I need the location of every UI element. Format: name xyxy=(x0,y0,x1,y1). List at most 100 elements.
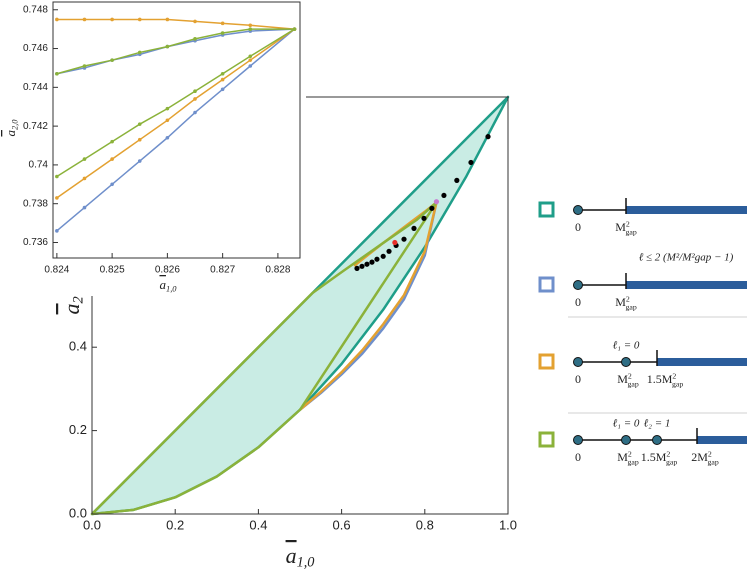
point xyxy=(220,87,225,92)
point-label: 1.5M2 gap xyxy=(641,449,678,466)
point xyxy=(137,122,142,126)
label-prefix: 1.5 xyxy=(647,372,662,386)
legend-swatch xyxy=(538,201,555,218)
x-tick-label: 0.825 xyxy=(100,265,125,276)
label-sub: gap xyxy=(666,457,677,466)
label-base: M xyxy=(697,450,708,464)
label-sup: 2 xyxy=(628,449,632,458)
point xyxy=(82,157,87,161)
point xyxy=(292,27,297,31)
label-base: M xyxy=(662,372,673,386)
point xyxy=(401,236,407,242)
y-tick-label: 0.74 xyxy=(29,160,49,171)
point xyxy=(220,77,225,82)
point xyxy=(421,215,427,221)
point xyxy=(220,21,225,26)
label-base: a xyxy=(286,543,297,568)
x-tick-label: 0.827 xyxy=(210,265,235,276)
spin-label: ℓ₁ = 0 xyxy=(613,418,640,430)
spectrum-dot xyxy=(573,435,583,445)
continuum-bar xyxy=(626,281,747,289)
spectrum-dot xyxy=(573,205,583,215)
label-sup: 2 xyxy=(626,294,630,303)
label-sub: gap xyxy=(626,302,637,311)
point xyxy=(354,265,360,271)
y-tick-label: 0.748 xyxy=(23,4,48,15)
point xyxy=(248,27,253,31)
y-axis-label: a2,0 xyxy=(3,119,19,137)
spectrum-dot xyxy=(621,435,631,445)
point xyxy=(441,192,447,199)
label-base: M xyxy=(615,220,626,234)
spectrum-dot xyxy=(621,357,631,367)
point xyxy=(193,19,197,24)
gap-label: 2M2 gap xyxy=(691,449,719,466)
spectrum-dot xyxy=(573,280,583,290)
point xyxy=(55,71,59,76)
label-sub: gap xyxy=(626,227,637,236)
label-sub: gap xyxy=(628,379,639,388)
point xyxy=(165,135,170,140)
label-base: M xyxy=(656,450,667,464)
point xyxy=(137,17,142,22)
region xyxy=(90,201,438,516)
spin-label: ℓ₂ = 1 xyxy=(644,418,671,430)
point xyxy=(429,205,435,211)
point xyxy=(193,37,197,41)
point xyxy=(55,196,59,200)
label-sup: 2 xyxy=(672,371,676,380)
point xyxy=(220,71,225,76)
label-sup: 2 xyxy=(666,449,670,458)
x-tick-label: 0.0 xyxy=(83,517,101,532)
label-base: a xyxy=(159,277,166,292)
point xyxy=(193,110,197,115)
point xyxy=(248,54,253,59)
x-tick-label: 0.828 xyxy=(265,265,290,276)
point xyxy=(193,89,197,94)
point xyxy=(454,177,460,183)
condition-label: ℓ ≤ 2 (M²/M²gap − 1) xyxy=(639,252,734,264)
point xyxy=(380,253,386,259)
point xyxy=(374,256,380,262)
point xyxy=(165,118,170,123)
x-tick-label: 1.0 xyxy=(499,517,517,532)
label-sub: 1,0 xyxy=(297,555,315,571)
point xyxy=(55,174,59,179)
label-prefix: 2 xyxy=(691,450,697,464)
point xyxy=(165,44,170,49)
gap-label: M2 gap xyxy=(615,294,637,311)
point xyxy=(392,239,398,246)
y-tick-label: 0.738 xyxy=(23,198,48,209)
x-tick-label: 0.824 xyxy=(44,265,69,276)
y-tick-label: 0.736 xyxy=(23,237,48,248)
point xyxy=(193,97,197,101)
point-label: 0 xyxy=(575,220,581,234)
label-base: a xyxy=(3,130,18,137)
y-tick-label: 0.744 xyxy=(23,82,48,93)
point xyxy=(165,106,170,111)
gap-label: 1.5M2 gap xyxy=(647,371,684,388)
legend-swatch xyxy=(538,353,555,370)
point xyxy=(137,50,142,55)
label-sub: gap xyxy=(672,379,683,388)
point xyxy=(220,31,225,35)
y-tick-label: 0.4 xyxy=(69,339,87,354)
y-tick-label: 0.2 xyxy=(69,422,87,437)
point xyxy=(165,17,170,22)
legend-swatch xyxy=(538,431,555,448)
label-sup: 2 xyxy=(626,219,630,228)
point xyxy=(110,139,114,144)
label-sub: gap xyxy=(628,457,639,466)
label-sup: 2 xyxy=(628,371,632,380)
point xyxy=(411,225,417,231)
label-base: a xyxy=(59,303,84,314)
spectrum-dot xyxy=(652,435,662,445)
label-sub: 2,0 xyxy=(9,119,19,130)
x-tick-label: 0.8 xyxy=(416,517,434,532)
y-tick-label: 0.742 xyxy=(23,121,48,132)
x-tick-label: 0.6 xyxy=(333,517,351,532)
point xyxy=(110,58,114,62)
x-tick-label: 0.2 xyxy=(166,517,184,532)
spectrum-dot xyxy=(573,357,583,367)
